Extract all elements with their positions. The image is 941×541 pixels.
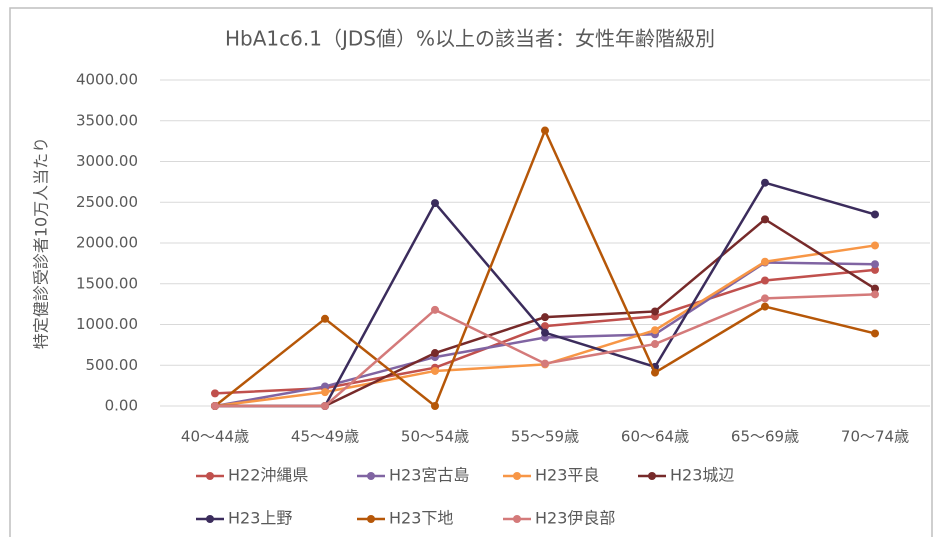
point — [541, 359, 549, 368]
legend-marker — [206, 472, 214, 480]
legend-label: H23下地 — [389, 509, 453, 528]
point — [431, 199, 439, 208]
point — [871, 241, 879, 250]
y-tick-label: 500.00 — [86, 356, 139, 374]
point — [321, 382, 329, 391]
point — [871, 284, 879, 293]
point — [871, 265, 879, 274]
y-tick-label: 1000.00 — [76, 315, 138, 333]
point — [871, 260, 879, 269]
point — [651, 368, 659, 377]
point — [651, 340, 659, 349]
point — [761, 302, 769, 311]
legend-marker — [648, 472, 656, 480]
y-tick-label: 1500.00 — [76, 274, 138, 292]
legend-marker — [513, 515, 521, 523]
legend-label: H23伊良部 — [535, 509, 615, 528]
point — [761, 257, 769, 266]
legend-label: H23上野 — [228, 509, 292, 528]
point — [761, 215, 769, 224]
legend-label: H23平良 — [535, 466, 599, 485]
point — [321, 402, 329, 410]
legend-label: H23宮古島 — [389, 466, 469, 485]
point — [651, 307, 659, 316]
y-tick-label: 2500.00 — [76, 193, 138, 211]
legend-label: H23城辺 — [670, 466, 734, 485]
point — [211, 389, 219, 398]
point — [871, 210, 879, 219]
point — [761, 178, 769, 187]
point — [871, 329, 879, 338]
point — [871, 290, 879, 299]
legend-label: H22沖縄県 — [228, 466, 308, 485]
point — [321, 314, 329, 323]
point — [431, 366, 439, 375]
x-tick-label: 55～59歳 — [511, 428, 579, 446]
legend-marker — [206, 515, 214, 523]
y-tick-label: 3000.00 — [76, 152, 138, 170]
point — [761, 276, 769, 285]
point — [541, 322, 549, 331]
point — [541, 313, 549, 322]
point — [431, 349, 439, 358]
point — [651, 326, 659, 335]
y-tick-label: 2000.00 — [76, 234, 138, 252]
point — [321, 388, 329, 397]
point — [211, 402, 219, 410]
x-tick-label: 65～69歳 — [731, 428, 799, 446]
y-tick-label: 3500.00 — [76, 111, 138, 129]
y-axis-title: 特定健診受診者10万人当たり — [32, 137, 51, 349]
point — [431, 305, 439, 314]
chart-frame — [9, 7, 933, 541]
point — [431, 402, 439, 410]
legend-marker — [367, 472, 375, 480]
point — [541, 126, 549, 135]
x-tick-label: 70～74歳 — [841, 428, 909, 446]
x-tick-label: 60～64歳 — [621, 428, 689, 446]
point — [761, 294, 769, 303]
x-tick-label: 45～49歳 — [291, 428, 359, 446]
x-tick-label: 40～44歳 — [181, 428, 249, 446]
y-tick-label: 0.00 — [105, 397, 138, 415]
y-tick-label: 4000.00 — [76, 71, 138, 89]
chart-title: HbA1c6.1（JDS値）%以上の該当者：女性年齢階級別 — [225, 27, 715, 51]
point — [541, 328, 549, 337]
legend-marker — [367, 515, 375, 523]
legend-marker — [513, 472, 521, 480]
x-tick-label: 50～54歳 — [401, 428, 469, 446]
